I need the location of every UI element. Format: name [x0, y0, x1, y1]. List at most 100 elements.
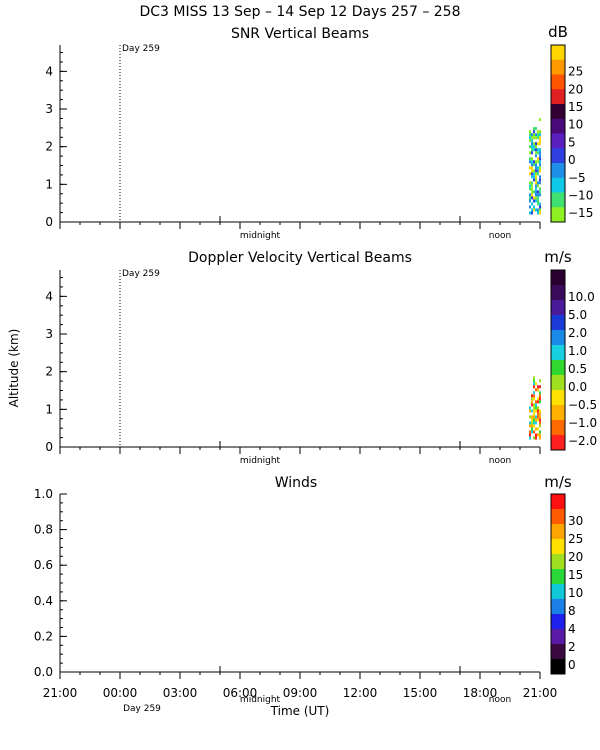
- colorbar-label: 20: [568, 550, 583, 564]
- colorbar-swatch: [551, 315, 565, 331]
- colorbar-label: 0: [568, 153, 576, 167]
- colorbar-label: 15: [568, 100, 583, 114]
- colorbar-label: 5: [568, 135, 576, 149]
- heatmap-cell: [529, 157, 531, 161]
- snr-data-marks: [529, 118, 541, 215]
- winds-title: Winds: [275, 475, 317, 491]
- heatmap-cell: [535, 409, 537, 413]
- heatmap-cell: [529, 409, 531, 413]
- heatmap-cell: [535, 163, 537, 167]
- heatmap-cell: [533, 412, 535, 416]
- heatmap-cell: [539, 412, 541, 416]
- heatmap-cell: [537, 169, 539, 173]
- heatmap-cell: [539, 169, 541, 173]
- heatmap-cell: [529, 211, 531, 215]
- heatmap-cell: [537, 427, 539, 431]
- heatmap-cell: [539, 178, 541, 182]
- heatmap-cell: [539, 190, 541, 194]
- y-tick-label: 0.0: [34, 665, 53, 679]
- colorbar-swatch: [551, 118, 565, 134]
- heatmap-cell: [533, 208, 535, 212]
- colorbar-label: 20: [568, 82, 583, 96]
- heatmap-cell: [529, 181, 531, 185]
- heatmap-cell: [533, 136, 535, 140]
- bottom-noon-label: noon: [489, 695, 511, 705]
- heatmap-cell: [535, 418, 537, 422]
- heatmap-cell: [529, 160, 531, 164]
- colorbar-swatch: [551, 345, 565, 361]
- heatmap-cell: [531, 187, 533, 191]
- heatmap-cell: [529, 205, 531, 209]
- heatmap-cell: [533, 406, 535, 410]
- heatmap-cell: [533, 418, 535, 422]
- heatmap-cell: [535, 400, 537, 404]
- colorbar-swatch: [551, 360, 565, 376]
- x-tick-label: 00:00: [103, 686, 138, 700]
- heatmap-cell: [539, 202, 541, 206]
- heatmap-cell: [533, 160, 535, 164]
- heatmap-cell: [537, 166, 539, 170]
- heatmap-cell: [531, 163, 533, 167]
- heatmap-cell: [531, 394, 533, 398]
- heatmap-cell: [537, 133, 539, 137]
- snr-midnight-label: midnight: [240, 231, 281, 241]
- colorbar-label: 10: [568, 586, 583, 600]
- heatmap-cell: [539, 421, 541, 425]
- heatmap-cell: [531, 196, 533, 200]
- colorbar-swatch: [551, 509, 565, 525]
- colorbar-swatch: [551, 569, 565, 585]
- heatmap-cell: [533, 175, 535, 179]
- heatmap-cell: [531, 415, 533, 419]
- y-tick-label: 0.2: [34, 629, 53, 643]
- heatmap-cell: [535, 184, 537, 188]
- heatmap-cell: [531, 169, 533, 173]
- heatmap-cell: [533, 172, 535, 176]
- y-tick-label: 0.8: [34, 523, 53, 537]
- heatmap-cell: [537, 409, 539, 413]
- heatmap-cell: [533, 133, 535, 137]
- x-tick-label: 09:00: [283, 686, 318, 700]
- doppler-axes: 0 1 2 3 4: [45, 270, 541, 454]
- heatmap-cell: [533, 379, 535, 383]
- heatmap-cell: [529, 415, 531, 419]
- heatmap-cell: [533, 421, 535, 425]
- heatmap-cell: [537, 160, 539, 164]
- heatmap-cell: [535, 178, 537, 182]
- heatmap-cell: [535, 403, 537, 407]
- heatmap-cell: [539, 157, 541, 161]
- heatmap-cell: [531, 175, 533, 179]
- x-axis-label: Time (UT): [270, 704, 330, 718]
- heatmap-cell: [539, 433, 541, 437]
- y-tick-label: 4: [45, 64, 53, 78]
- colorbar-label: 0.5: [568, 362, 587, 376]
- heatmap-cell: [539, 160, 541, 164]
- heatmap-cell: [535, 190, 537, 194]
- x-tick-label: 21:00: [523, 686, 558, 700]
- heatmap-cell: [533, 145, 535, 149]
- heatmap-cell: [539, 205, 541, 209]
- heatmap-cell: [537, 211, 539, 215]
- colorbar-swatch: [551, 524, 565, 540]
- y-tick-label: 0: [45, 440, 53, 454]
- heatmap-cell: [535, 181, 537, 185]
- colorbar-swatch: [551, 644, 565, 660]
- heatmap-cell: [539, 208, 541, 212]
- heatmap-cell: [529, 406, 531, 410]
- heatmap-cell: [539, 379, 541, 383]
- heatmap-cell: [537, 199, 539, 203]
- heatmap-cell: [531, 172, 533, 176]
- y-tick-label: 2: [45, 140, 53, 154]
- heatmap-cell: [535, 142, 537, 146]
- heatmap-cell: [539, 175, 541, 179]
- heatmap-cell: [539, 391, 541, 395]
- heatmap-cell: [531, 190, 533, 194]
- heatmap-cell: [535, 382, 537, 386]
- heatmap-cell: [531, 202, 533, 206]
- colorbar-label: 10.0: [568, 290, 595, 304]
- colorbar-label: −1.0: [568, 416, 597, 430]
- heatmap-cell: [535, 187, 537, 191]
- heatmap-cell: [539, 166, 541, 170]
- heatmap-cell: [531, 427, 533, 431]
- heatmap-cell: [535, 127, 537, 131]
- heatmap-cell: [537, 172, 539, 176]
